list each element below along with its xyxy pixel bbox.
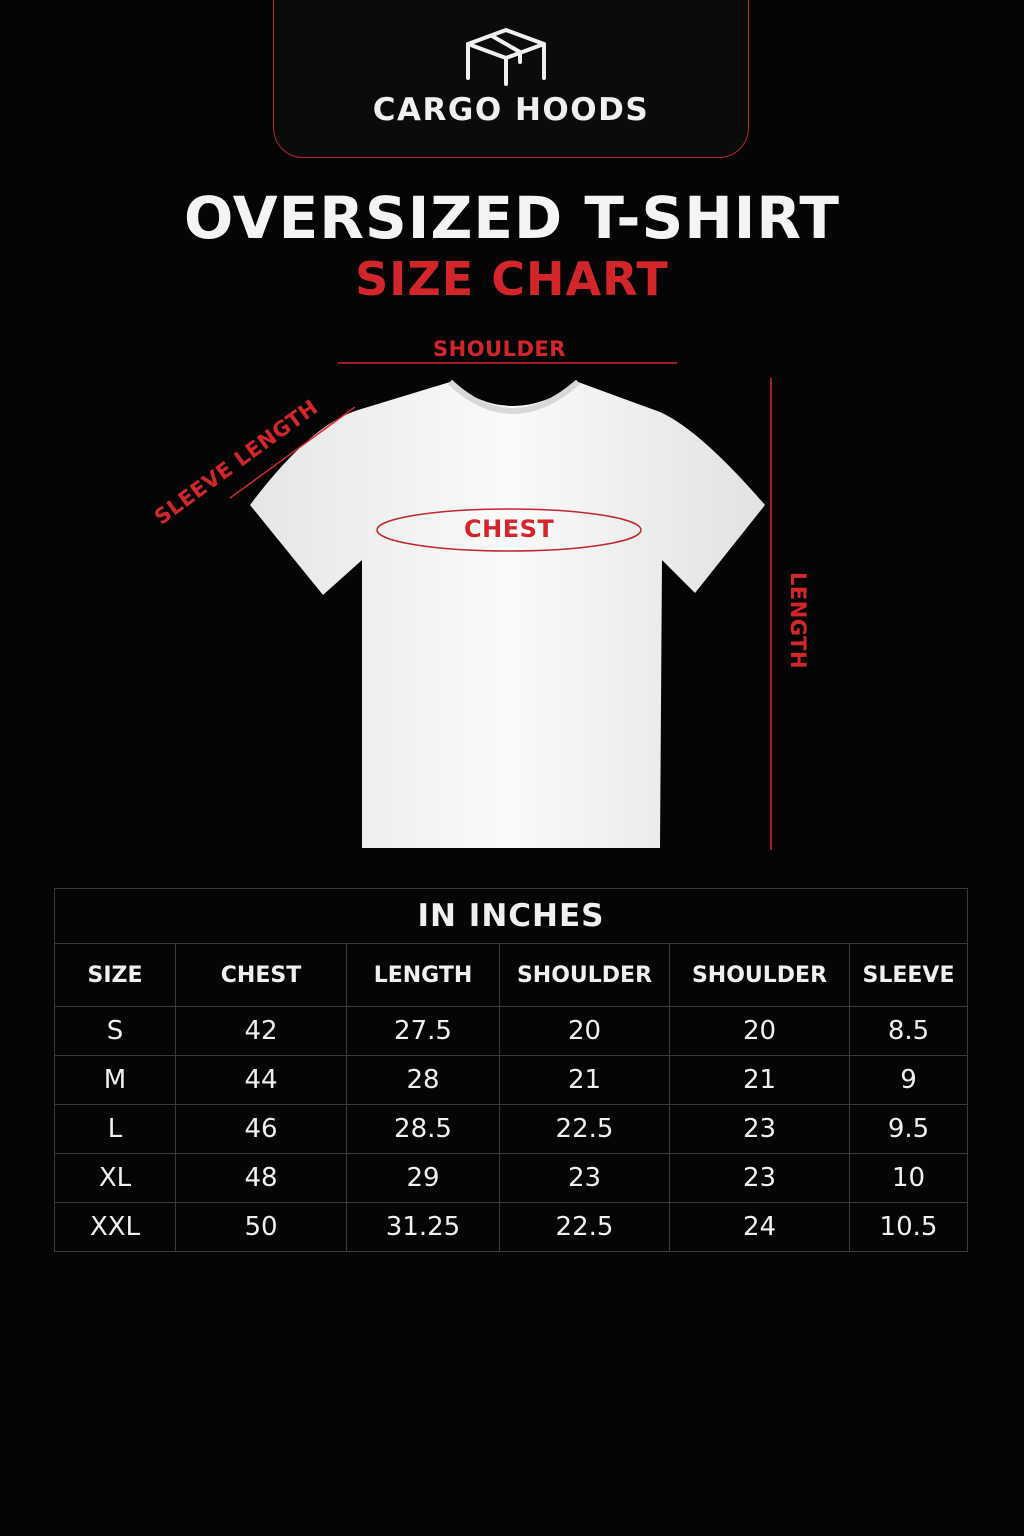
brand-name: CARGO HOODS (372, 92, 650, 128)
chest-ellipse (376, 508, 642, 552)
box-icon (466, 28, 546, 86)
value-cell: 20 (499, 1006, 670, 1056)
tshirt-shape (250, 382, 765, 848)
table-row: XL 48 29 23 23 10 (54, 1153, 968, 1203)
value-cell: 10 (849, 1153, 968, 1203)
column-header: LENGTH (346, 943, 500, 1007)
value-cell: 46 (175, 1104, 347, 1154)
size-cell: L (54, 1104, 176, 1154)
table-title: IN INCHES (54, 888, 968, 944)
value-cell: 50 (175, 1202, 347, 1252)
table-header: SIZE CHEST LENGTH SHOULDER SHOULDER SLEE… (54, 943, 968, 1007)
value-cell: 9.5 (849, 1104, 968, 1154)
table-row: XXL 50 31.25 22.5 24 10.5 (54, 1202, 968, 1252)
length-label: LENGTH (786, 572, 810, 670)
value-cell: 21 (499, 1055, 670, 1105)
column-header: SIZE (54, 943, 176, 1007)
table-row: S 42 27.5 20 20 8.5 (54, 1006, 968, 1056)
table-row: M 44 28 21 21 9 (54, 1055, 968, 1105)
value-cell: 44 (175, 1055, 347, 1105)
column-header: SHOULDER (499, 943, 670, 1007)
value-cell: 42 (175, 1006, 347, 1056)
column-header: SHOULDER (669, 943, 850, 1007)
value-cell: 22.5 (499, 1104, 670, 1154)
value-cell: 21 (669, 1055, 850, 1105)
page-title: OVERSIZED T-SHIRT (184, 184, 840, 252)
value-cell: 28 (346, 1055, 500, 1105)
logo-panel (273, 0, 749, 158)
size-cell: XXL (54, 1202, 176, 1252)
page-subtitle: SIZE CHART (355, 252, 669, 306)
size-table: IN INCHES SIZE CHEST LENGTH SHOULDER SHO… (54, 888, 968, 1252)
value-cell: 9 (849, 1055, 968, 1105)
value-cell: 23 (669, 1104, 850, 1154)
value-cell: 23 (669, 1153, 850, 1203)
column-header: SLEEVE (849, 943, 968, 1007)
value-cell: 20 (669, 1006, 850, 1056)
column-header: CHEST (175, 943, 347, 1007)
value-cell: 28.5 (346, 1104, 500, 1154)
value-cell: 31.25 (346, 1202, 500, 1252)
sleeve-line (229, 406, 356, 499)
value-cell: 8.5 (849, 1006, 968, 1056)
tshirt-diagram (229, 362, 772, 850)
size-cell: XL (54, 1153, 176, 1203)
value-cell: 24 (669, 1202, 850, 1252)
value-cell: 23 (499, 1153, 670, 1203)
chest-label: CHEST (464, 515, 555, 543)
value-cell: 10.5 (849, 1202, 968, 1252)
value-cell: 27.5 (346, 1006, 500, 1056)
value-cell: 48 (175, 1153, 347, 1203)
shoulder-label: SHOULDER (433, 337, 566, 361)
table-row: L 46 28.5 22.5 23 9.5 (54, 1104, 968, 1154)
value-cell: 22.5 (499, 1202, 670, 1252)
value-cell: 29 (346, 1153, 500, 1203)
size-cell: S (54, 1006, 176, 1056)
size-cell: M (54, 1055, 176, 1105)
